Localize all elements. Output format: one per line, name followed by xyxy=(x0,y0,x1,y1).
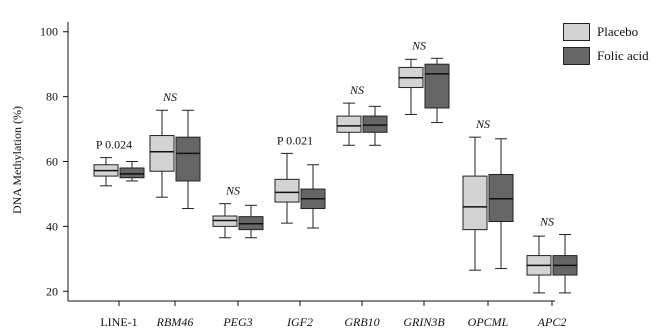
box-line-1-placebo xyxy=(93,157,119,187)
x-tick-label-peg3: PEG3 xyxy=(222,315,252,329)
annotation-grb10: NS xyxy=(349,83,364,97)
x-tick-label-grin3b: GRIN3B xyxy=(403,315,445,329)
box-grin3b-placebo xyxy=(398,58,424,115)
annotation-peg3: NS xyxy=(225,184,240,198)
y-tick-label-60: 60 xyxy=(46,155,58,169)
box-iqr xyxy=(149,135,175,172)
annotation-igf2: P 0.021 xyxy=(277,133,313,147)
box-iqr xyxy=(119,167,145,179)
box-apc2-folic-acid xyxy=(552,233,578,294)
x-tick-label-igf2: IGF2 xyxy=(286,315,313,329)
box-igf2-placebo xyxy=(274,152,300,224)
legend-item-folic-acid: Folic acid xyxy=(563,44,649,68)
box-opcml-placebo xyxy=(462,136,488,271)
box-iqr xyxy=(462,175,488,231)
boxes xyxy=(93,57,578,294)
legend: Placebo Folic acid xyxy=(563,20,649,68)
y-tick-label-20: 20 xyxy=(46,284,58,298)
box-peg3-folic-acid xyxy=(238,204,264,239)
x-tick-label-line-1: LINE-1 xyxy=(100,315,137,329)
annotation-line-1: P 0.024 xyxy=(96,138,132,152)
x-tick-label-rbm46: RBM46 xyxy=(156,315,194,329)
box-line-1-folic-acid xyxy=(119,161,145,182)
y-tick-label-80: 80 xyxy=(46,90,58,104)
legend-swatch-placebo xyxy=(563,23,590,41)
y-tick-label-40: 40 xyxy=(46,219,58,233)
x-tick-label-opcml: OPCML xyxy=(468,315,509,329)
annotations: P 0.024 NS NS P 0.021 NS NS NS NS xyxy=(96,38,554,228)
box-iqr xyxy=(362,115,388,133)
box-iqr xyxy=(488,173,514,223)
annotation-opcml: NS xyxy=(475,117,490,131)
box-iqr xyxy=(424,63,450,109)
legend-label-folic-acid: Folic acid xyxy=(597,48,649,63)
y-tick-label-100: 100 xyxy=(40,25,58,39)
box-peg3-placebo xyxy=(212,203,238,239)
box-grb10-folic-acid xyxy=(362,105,388,146)
box-grb10-placebo xyxy=(336,102,362,146)
y-ticks: 20 40 60 80 100 xyxy=(40,25,68,298)
box-opcml-folic-acid xyxy=(488,138,514,270)
axes xyxy=(67,22,555,302)
annotation-rbm46: NS xyxy=(162,90,177,104)
box-rbm46-folic-acid xyxy=(175,109,201,210)
annotation-grin3b: NS xyxy=(411,38,426,52)
box-grin3b-folic-acid xyxy=(424,57,450,124)
annotation-apc2: NS xyxy=(539,214,554,228)
x-ticks: LINE-1 RBM46 PEG3 IGF2 GRB10 GRIN3B OPCML APC2 xyxy=(100,301,566,329)
box-iqr xyxy=(336,115,362,133)
box-iqr xyxy=(274,178,300,203)
box-igf2-folic-acid xyxy=(300,164,326,229)
box-iqr xyxy=(175,136,201,182)
x-tick-label-apc2: APC2 xyxy=(537,315,567,329)
box-rbm46-placebo xyxy=(149,109,175,198)
legend-label-placebo: Placebo xyxy=(597,24,639,39)
y-axis-title: DNA Methylation (%) xyxy=(10,106,24,214)
box-apc2-placebo xyxy=(526,235,552,294)
legend-swatch-folic-acid xyxy=(563,47,590,65)
x-tick-label-grb10: GRB10 xyxy=(344,315,379,329)
legend-item-placebo: Placebo xyxy=(563,20,649,44)
